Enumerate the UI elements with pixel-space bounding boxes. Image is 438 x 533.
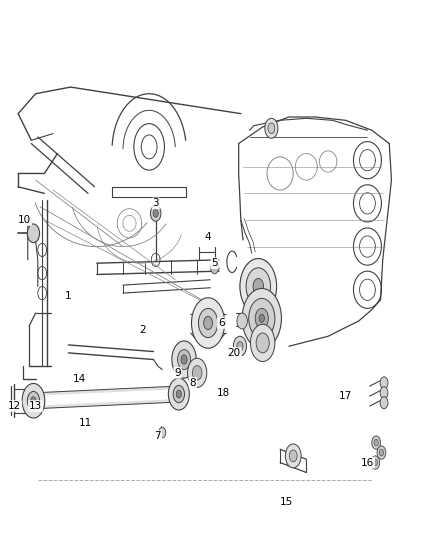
Text: 1: 1 [65, 292, 72, 301]
Text: 9: 9 [174, 368, 181, 378]
Circle shape [153, 209, 158, 217]
Text: 4: 4 [205, 232, 212, 241]
Circle shape [249, 298, 275, 338]
Circle shape [173, 385, 184, 403]
Circle shape [159, 427, 166, 438]
Circle shape [204, 317, 212, 329]
Circle shape [198, 309, 218, 337]
Text: 7: 7 [155, 431, 161, 441]
Text: 20: 20 [228, 348, 241, 358]
Circle shape [31, 397, 36, 405]
Text: 17: 17 [339, 391, 352, 401]
Circle shape [289, 450, 297, 462]
Circle shape [265, 118, 278, 138]
Text: 8: 8 [190, 378, 196, 388]
Circle shape [240, 259, 277, 314]
Circle shape [268, 123, 275, 134]
Circle shape [380, 397, 388, 409]
Text: 11: 11 [79, 418, 92, 427]
Circle shape [187, 358, 207, 387]
Text: 5: 5 [211, 258, 218, 268]
Circle shape [372, 436, 381, 449]
Circle shape [374, 439, 378, 446]
Circle shape [259, 314, 265, 322]
Text: 3: 3 [152, 198, 159, 208]
Circle shape [176, 390, 181, 398]
Text: 16: 16 [361, 457, 374, 467]
Text: 12: 12 [8, 401, 21, 411]
Circle shape [177, 350, 191, 369]
Circle shape [255, 309, 268, 328]
Circle shape [237, 313, 247, 329]
Circle shape [211, 262, 219, 274]
Circle shape [256, 333, 269, 353]
Circle shape [27, 224, 39, 243]
Circle shape [246, 268, 271, 305]
Text: 18: 18 [217, 388, 230, 398]
Circle shape [371, 456, 380, 469]
Circle shape [380, 387, 388, 399]
Circle shape [181, 355, 187, 364]
Text: 10: 10 [18, 215, 31, 225]
Circle shape [233, 336, 247, 356]
Circle shape [373, 459, 378, 466]
Text: 14: 14 [73, 375, 86, 384]
Circle shape [168, 378, 189, 410]
Circle shape [253, 278, 264, 294]
Circle shape [172, 341, 196, 378]
Circle shape [27, 391, 39, 410]
Text: 6: 6 [218, 318, 225, 328]
Circle shape [191, 298, 225, 348]
Circle shape [242, 288, 282, 348]
Circle shape [380, 377, 388, 389]
Circle shape [286, 444, 301, 468]
Circle shape [192, 366, 202, 380]
Text: 2: 2 [139, 325, 146, 335]
Circle shape [251, 324, 275, 361]
Circle shape [22, 383, 45, 418]
Circle shape [150, 205, 161, 221]
Circle shape [237, 342, 243, 351]
Text: 13: 13 [29, 401, 42, 411]
Circle shape [377, 446, 386, 459]
Circle shape [379, 449, 384, 456]
Text: 15: 15 [280, 497, 293, 507]
